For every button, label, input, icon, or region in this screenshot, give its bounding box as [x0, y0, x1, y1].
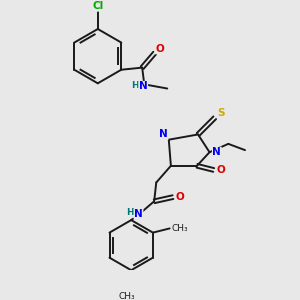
Text: N: N — [212, 147, 221, 157]
Text: O: O — [217, 165, 225, 175]
Text: S: S — [217, 107, 225, 118]
Text: N: N — [159, 130, 168, 140]
Text: CH₃: CH₃ — [172, 224, 188, 233]
Text: H: H — [126, 208, 134, 217]
Text: Cl: Cl — [92, 1, 103, 11]
Text: N: N — [139, 81, 148, 92]
Text: N: N — [134, 209, 143, 219]
Text: O: O — [176, 192, 185, 202]
Text: O: O — [156, 44, 164, 54]
Text: CH₃: CH₃ — [119, 292, 135, 300]
Text: H: H — [131, 81, 139, 90]
